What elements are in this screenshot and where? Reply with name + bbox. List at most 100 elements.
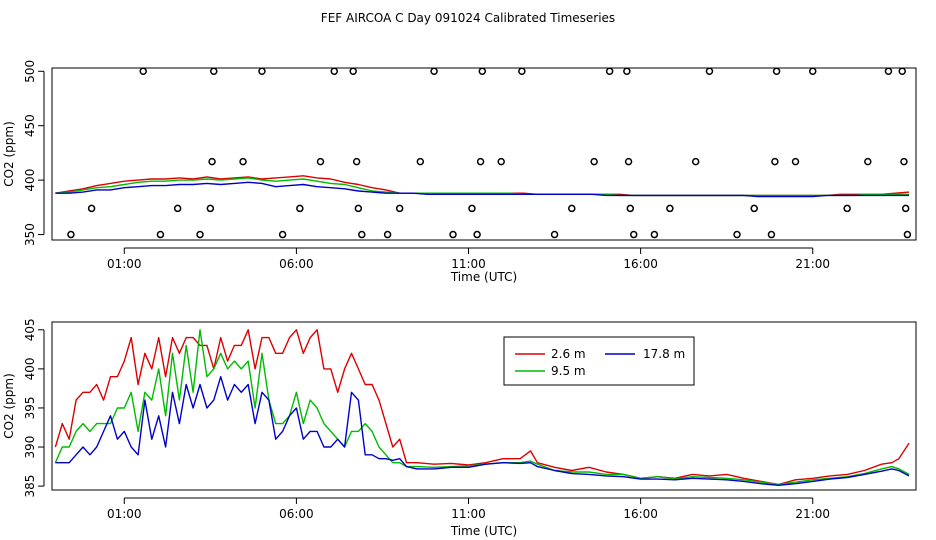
top-marker-point <box>478 67 487 76</box>
panel-top-y-label: CO2 (ppm) <box>2 121 16 187</box>
bottom-x-tick-label: 01:00 <box>107 507 142 521</box>
panel-top-x-axis: 01:00 06:00 11:00 16:00 21:00 <box>107 247 830 271</box>
bottom-y-tick-label: 405 <box>23 318 37 341</box>
panel-top-series <box>55 175 910 198</box>
top-marker-point <box>476 157 485 166</box>
top-marker-point <box>767 230 776 239</box>
top-marker-point <box>278 230 287 239</box>
top-marker-point <box>416 157 425 166</box>
top-marker-point <box>626 204 635 213</box>
top-marker-point <box>750 204 758 213</box>
panel-bottom-x-label: Time (UTC) <box>450 524 517 538</box>
top-marker-point <box>590 157 598 166</box>
top-marker-point <box>623 67 631 76</box>
legend-box <box>503 336 695 386</box>
bottom-y-tick-label: 390 <box>23 436 37 459</box>
top-marker-point <box>772 67 781 76</box>
top-marker-point <box>473 230 481 239</box>
top-x-tick-label: 06:00 <box>279 257 314 271</box>
top-marker-point <box>705 67 714 76</box>
top-marker-point <box>316 157 325 166</box>
top-series-2-6-m <box>55 175 910 197</box>
bottom-series-17-8-m <box>55 376 910 486</box>
top-marker-point <box>884 67 893 76</box>
top-marker-point <box>208 157 216 166</box>
top-marker-point <box>67 230 75 239</box>
top-marker-point <box>352 157 361 166</box>
top-marker-point <box>497 157 505 166</box>
panel-bottom-y-axis: 385 390 395 400 405 <box>23 318 45 498</box>
top-x-tick-label: 21:00 <box>795 257 830 271</box>
top-marker-point <box>383 230 392 239</box>
top-marker-point <box>808 67 817 76</box>
top-y-tick-label: 350 <box>23 223 37 246</box>
panel-top-x-label: Time (UTC) <box>450 270 517 284</box>
top-marker-point <box>791 157 800 166</box>
top-marker-point <box>156 230 165 239</box>
top-marker-point <box>733 230 741 239</box>
top-marker-point <box>666 204 674 213</box>
bottom-x-tick-label: 16:00 <box>623 507 658 521</box>
top-marker-point <box>358 230 366 239</box>
bottom-y-tick-label: 395 <box>23 397 37 420</box>
top-marker-point <box>354 204 363 213</box>
top-x-tick-label: 16:00 <box>623 257 658 271</box>
panel-bottom-series <box>54 329 910 486</box>
bottom-series-9-5-m <box>54 329 910 486</box>
top-y-tick-label: 450 <box>23 114 37 137</box>
top-marker-point <box>550 230 559 239</box>
top-marker-point <box>605 67 614 76</box>
bottom-series-2-6-m <box>54 329 910 486</box>
top-marker-point <box>206 204 215 213</box>
top-x-tick-label: 01:00 <box>107 257 142 271</box>
top-x-tick-label: 11:00 <box>451 257 486 271</box>
top-marker-point <box>395 204 404 213</box>
top-marker-point <box>901 204 910 213</box>
legend-label-9-5: 9.5 m <box>551 364 586 378</box>
legend-label-17-8: 17.8 m <box>643 347 685 361</box>
top-marker-point <box>629 230 638 239</box>
top-marker-point <box>903 230 912 239</box>
panel-top-plot-frame <box>51 67 917 241</box>
top-marker-point <box>330 67 339 76</box>
top-marker-point <box>843 204 851 213</box>
top-y-tick-label: 400 <box>23 169 37 192</box>
top-marker-point <box>449 230 457 239</box>
top-series-17-8-m <box>55 181 910 198</box>
top-marker-point <box>296 204 304 213</box>
bottom-x-tick-label: 21:00 <box>795 507 830 521</box>
top-marker-point <box>771 157 779 166</box>
top-marker-point <box>864 157 872 166</box>
top-marker-point <box>898 67 906 76</box>
bottom-y-tick-label: 385 <box>23 475 37 498</box>
panel-top-y-axis: 350 400 450 500 <box>23 60 45 246</box>
top-marker-point <box>430 67 438 76</box>
top-marker-point <box>349 67 357 76</box>
legend: 2.6 m 17.8 m 9.5 m <box>503 336 695 386</box>
panel-bottom-plot-frame <box>51 321 917 491</box>
top-marker-point <box>518 67 526 76</box>
top-series-9-5-m <box>55 177 910 197</box>
bottom-x-tick-label: 06:00 <box>279 507 314 521</box>
top-marker-point <box>650 230 659 239</box>
top-marker-point <box>87 204 96 213</box>
top-marker-point <box>173 204 182 213</box>
panel-top-chart: 01:00 06:00 11:00 16:00 21:00 350 400 450 500 T… <box>2 60 917 284</box>
page-title: FEF AIRCOA C Day 091024 Calibrated Times… <box>321 11 615 25</box>
panel-top-markers <box>67 67 912 239</box>
top-marker-point <box>691 157 700 166</box>
top-marker-point <box>239 157 247 166</box>
panel-bottom-y-label: CO2 (ppm) <box>2 373 16 439</box>
bottom-y-tick-label: 400 <box>23 357 37 380</box>
top-marker-point <box>900 157 908 166</box>
bottom-x-tick-label: 11:00 <box>451 507 486 521</box>
top-marker-point <box>258 67 266 76</box>
legend-label-2-6: 2.6 m <box>551 347 586 361</box>
top-marker-point <box>139 67 147 76</box>
panel-bottom-chart: 01:00 06:00 11:00 16:00 21:00 385 390 395 400 40… <box>2 318 917 538</box>
top-marker-point <box>624 157 633 166</box>
top-y-tick-label: 500 <box>23 60 37 83</box>
top-marker-point <box>196 230 204 239</box>
top-marker-point <box>568 204 576 213</box>
